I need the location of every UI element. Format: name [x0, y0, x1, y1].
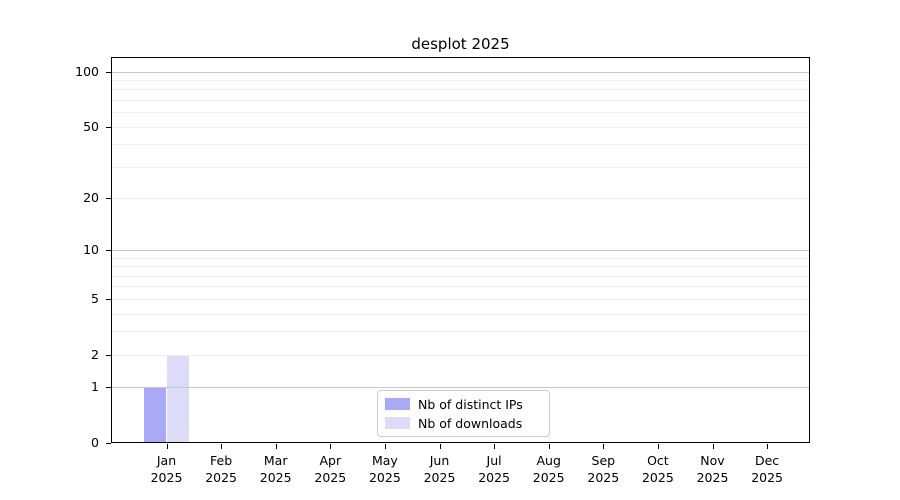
- x-axis-tick: [384, 444, 386, 449]
- x-tick-label: Nov 2025: [683, 452, 743, 486]
- x-axis-tick: [603, 444, 605, 449]
- x-tick-month: Oct: [647, 453, 669, 468]
- gridline-minor: [112, 144, 809, 146]
- legend-swatch: [385, 398, 410, 410]
- y-axis-tick: [106, 354, 111, 356]
- gridline-minor: [112, 166, 809, 168]
- y-axis-tick: [106, 443, 111, 444]
- chart-title: desplot 2025: [411, 35, 510, 53]
- x-tick-month: Apr: [319, 453, 342, 468]
- gridline-minor: [112, 286, 809, 288]
- x-axis-tick: [548, 444, 550, 449]
- x-tick-year: 2025: [532, 470, 565, 485]
- gridline-major: [112, 387, 809, 389]
- y-tick-label: 2: [91, 346, 99, 362]
- gridline-minor: [112, 79, 809, 81]
- x-tick-label: May 2025: [355, 452, 415, 486]
- y-axis-tick: [106, 126, 111, 128]
- bars-layer: [111, 57, 810, 443]
- x-axis-tick: [221, 444, 223, 449]
- legend-item: Nb of distinct IPs: [385, 397, 549, 412]
- x-axis-tick: [657, 444, 659, 449]
- grid-layer: [111, 57, 810, 443]
- gridline-minor: [112, 354, 809, 356]
- x-axis-tick: [439, 444, 441, 449]
- gridline-major: [112, 250, 809, 251]
- x-tick-year: 2025: [368, 470, 401, 485]
- gridline-minor: [112, 198, 809, 199]
- x-axis-tick: [275, 444, 277, 449]
- x-tick-label: Jun 2025: [410, 452, 470, 486]
- x-tick-label: Feb 2025: [191, 452, 251, 486]
- x-axis-tick: [166, 444, 168, 449]
- bar-nb-of-distinct-ips-jan: [144, 387, 167, 443]
- x-axis-tick: [767, 444, 769, 449]
- x-tick-year: 2025: [150, 470, 183, 485]
- x-tick-year: 2025: [587, 470, 620, 485]
- gridline-minor: [112, 257, 809, 259]
- legend-label: Nb of downloads: [418, 415, 523, 431]
- x-axis-tick: [494, 444, 496, 449]
- x-tick-label: Aug 2025: [519, 452, 579, 486]
- y-axis-tick: [106, 250, 111, 251]
- x-tick-year: 2025: [641, 470, 674, 485]
- x-tick-month: Feb: [210, 453, 233, 468]
- y-tick-label: 100: [75, 63, 99, 79]
- legend-label: Nb of distinct IPs: [418, 396, 523, 412]
- gridline-major: [112, 71, 809, 73]
- x-tick-month: Mar: [263, 453, 288, 468]
- x-tick-month: Jun: [429, 453, 450, 468]
- x-tick-label: Jul 2025: [464, 452, 524, 486]
- x-tick-label: Mar 2025: [246, 452, 306, 486]
- y-tick-label: 50: [83, 118, 99, 134]
- x-tick-month: May: [371, 453, 398, 468]
- x-tick-year: 2025: [259, 470, 292, 485]
- y-axis-tick: [106, 387, 111, 389]
- gridline-minor: [112, 331, 809, 333]
- x-tick-month: Aug: [536, 453, 561, 468]
- gridline-minor: [112, 89, 809, 91]
- x-tick-year: 2025: [423, 470, 456, 485]
- y-axis-tick: [106, 298, 111, 300]
- legend-item: Nb of downloads: [385, 416, 549, 431]
- x-tick-year: 2025: [314, 470, 347, 485]
- x-tick-month: Jan: [156, 453, 177, 468]
- legend: Nb of distinct IPs Nb of downloads: [377, 390, 550, 437]
- y-tick-label: 5: [91, 290, 99, 306]
- x-tick-label: Jan 2025: [137, 452, 197, 486]
- x-axis-tick: [712, 444, 714, 449]
- y-axis-tick: [106, 198, 111, 199]
- gridline-minor: [112, 112, 809, 114]
- x-tick-year: 2025: [205, 470, 237, 485]
- y-tick-label: 20: [83, 190, 99, 205]
- y-tick-label: 10: [83, 242, 99, 257]
- gridline-minor: [112, 298, 809, 300]
- plot-area: [111, 57, 810, 443]
- x-tick-month: Sep: [591, 453, 616, 468]
- x-tick-month: Jul: [486, 453, 502, 468]
- gridline-minor: [112, 266, 809, 268]
- y-axis-tick: [106, 71, 111, 73]
- x-tick-year: 2025: [478, 470, 510, 485]
- bar-nb-of-downloads-jan: [166, 354, 189, 443]
- x-tick-label: Dec 2025: [737, 452, 797, 486]
- x-tick-year: 2025: [696, 470, 729, 485]
- gridline-minor: [112, 313, 809, 315]
- y-tick-label: 0: [91, 435, 99, 450]
- y-tick-label: 1: [91, 379, 99, 395]
- x-tick-month: Nov: [700, 453, 725, 468]
- x-tick-label: Sep 2025: [573, 452, 633, 486]
- x-tick-label: Apr 2025: [300, 452, 360, 486]
- x-tick-month: Dec: [754, 453, 780, 468]
- gridline-minor: [112, 275, 809, 277]
- x-axis-tick: [330, 444, 332, 449]
- x-tick-year: 2025: [751, 470, 783, 485]
- x-tick-label: Oct 2025: [628, 452, 688, 486]
- gridline-minor: [112, 99, 809, 101]
- legend-swatch: [385, 417, 410, 429]
- gridline-minor: [112, 126, 809, 128]
